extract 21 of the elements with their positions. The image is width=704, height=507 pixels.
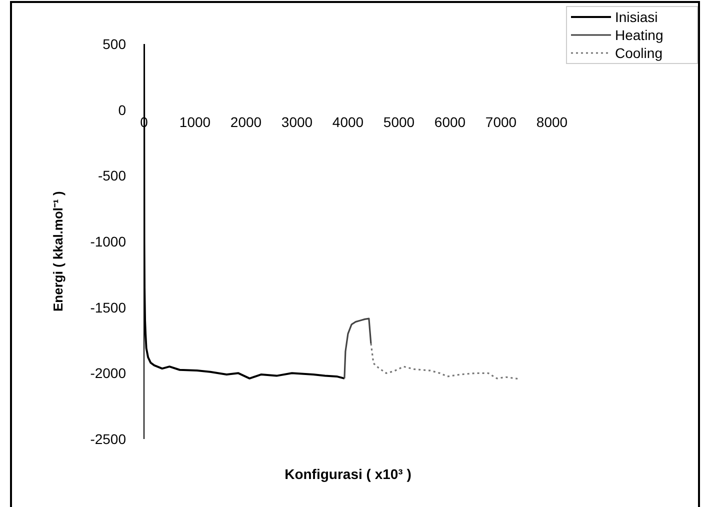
x-tick-label: 8000 xyxy=(536,114,568,130)
x-tick-label: 5000 xyxy=(383,114,415,130)
x-tick-label: 2000 xyxy=(230,114,262,130)
x-tick-label: 4000 xyxy=(332,114,364,130)
y-tick-label: -2000 xyxy=(90,365,126,382)
x-tick-label: 1000 xyxy=(179,114,211,130)
y-tick-label: -1000 xyxy=(90,233,126,250)
x-axis-title: Konfigurasi ( x10³ ) xyxy=(284,466,412,482)
x-tick-label: 6000 xyxy=(434,114,466,130)
x-tick-label: 7000 xyxy=(485,114,517,130)
y-tick-label: 0 xyxy=(118,102,126,118)
y-tick-label: -2500 xyxy=(90,430,126,447)
legend-label: Cooling xyxy=(615,44,662,62)
line-series xyxy=(344,318,372,380)
y-tick-label: 500 xyxy=(102,36,126,52)
x-tick-label: 3000 xyxy=(281,114,313,130)
y-tick-label: -1500 xyxy=(90,299,126,316)
y-axis-title: Energi ( kkal.mol⁻¹ ) xyxy=(50,191,66,312)
legend-label: Inisiasi xyxy=(615,8,658,26)
legend-label: Heating xyxy=(615,26,664,44)
y-tick-label: -500 xyxy=(98,168,126,184)
